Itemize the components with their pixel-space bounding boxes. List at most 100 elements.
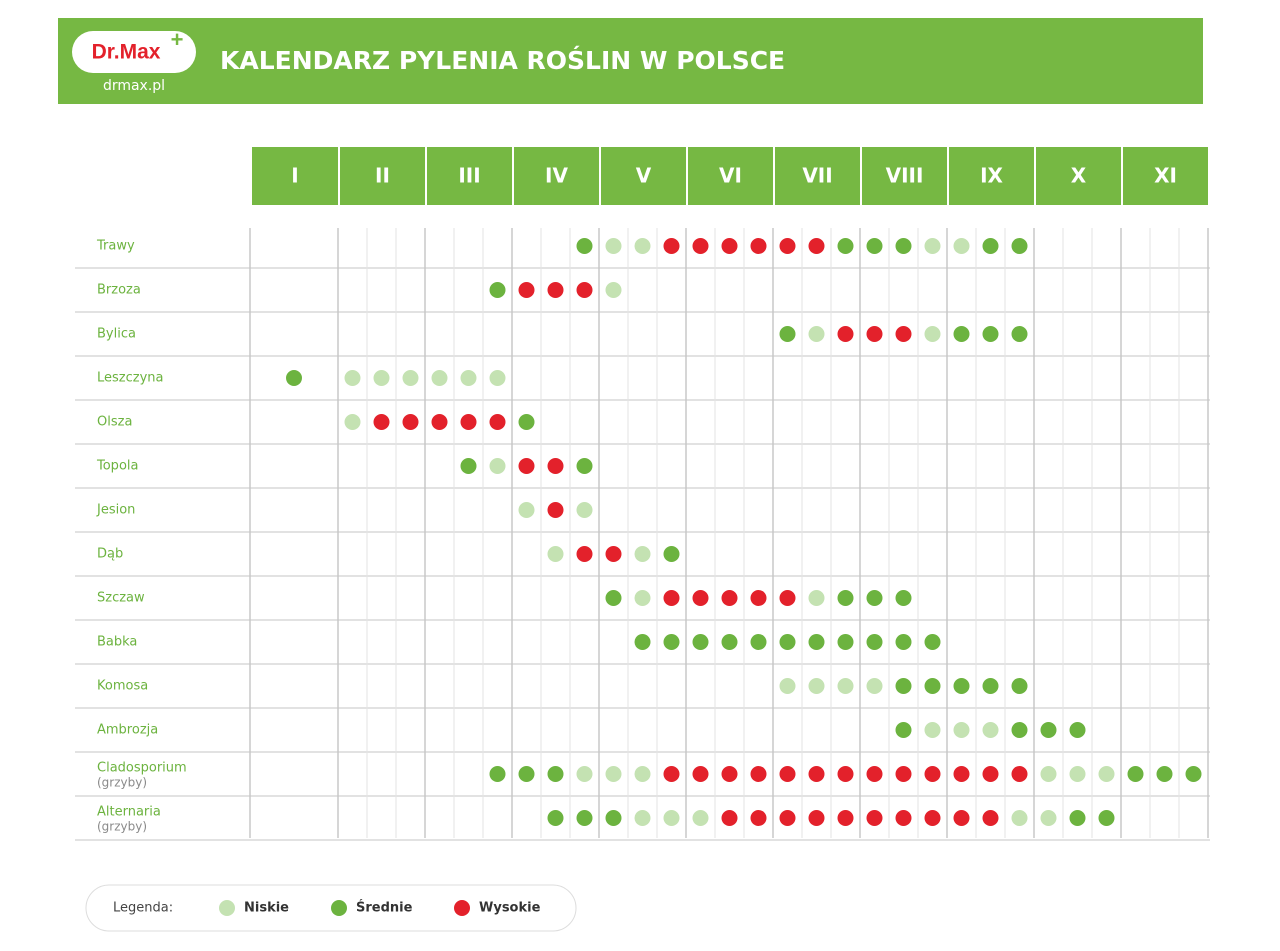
- pollen-dot: [808, 766, 825, 782]
- pollen-dot: [547, 458, 564, 474]
- pollen-dot: [895, 810, 912, 826]
- pollen-dot: [779, 238, 796, 254]
- month-header: [775, 147, 860, 205]
- pollen-dot: [576, 766, 593, 782]
- logo-pill: [72, 31, 196, 73]
- pollen-dot: [1011, 766, 1028, 782]
- pollen-dot: [634, 810, 651, 826]
- pollen-dot: [1011, 722, 1028, 738]
- pollen-dot: [576, 810, 593, 826]
- header-bar: [58, 18, 1203, 104]
- pollen-dot: [924, 326, 941, 342]
- pollen-dot: [547, 282, 564, 298]
- legend-label: Średnie: [356, 900, 413, 916]
- pollen-dot: [895, 678, 912, 694]
- logo-text: Dr.Max: [92, 41, 161, 64]
- pollen-dot: [663, 546, 680, 562]
- pollen-dot: [489, 282, 506, 298]
- row-note: (grzyby): [97, 820, 147, 834]
- pollen-dot: [895, 634, 912, 650]
- row-label: Dąb: [97, 547, 123, 562]
- month-header: [1036, 147, 1121, 205]
- month-header: [862, 147, 947, 205]
- pollen-dot: [1127, 766, 1144, 782]
- pollen-dot: [866, 326, 883, 342]
- pollen-dot: [924, 810, 941, 826]
- pollen-dot: [808, 678, 825, 694]
- pollen-dot: [692, 766, 709, 782]
- pollen-dot: [518, 766, 535, 782]
- pollen-dot: [605, 590, 622, 606]
- row-label: Babka: [97, 635, 137, 650]
- pollen-dot: [1011, 326, 1028, 342]
- pollen-dot: [692, 634, 709, 650]
- pollen-dot: [808, 326, 825, 342]
- pollen-dot: [663, 810, 680, 826]
- pollen-dot: [721, 810, 738, 826]
- pollen-dot: [547, 502, 564, 518]
- pollen-dot: [402, 370, 419, 386]
- pollen-dot: [605, 766, 622, 782]
- pollen-dot: [982, 678, 999, 694]
- row-label: Cladosporium: [97, 761, 187, 776]
- pollen-dot: [605, 810, 622, 826]
- pollen-dot: [634, 590, 651, 606]
- pollen-dot: [576, 458, 593, 474]
- pollen-dot: [1069, 766, 1086, 782]
- row-label: Bylica: [97, 327, 136, 342]
- pollen-dot: [692, 590, 709, 606]
- pollen-dot: [982, 766, 999, 782]
- pollen-dot: [1011, 678, 1028, 694]
- legend-dot: [331, 900, 347, 916]
- title: KALENDARZ PYLENIA ROŚLIN W POLSCE: [220, 45, 785, 75]
- pollen-dot: [779, 634, 796, 650]
- month-header: [514, 147, 599, 205]
- pollen-dot: [576, 238, 593, 254]
- pollen-dot: [837, 326, 854, 342]
- pollen-dot: [779, 766, 796, 782]
- pollen-dot: [1185, 766, 1202, 782]
- month-label: VII: [802, 164, 832, 188]
- pollen-dot: [750, 810, 767, 826]
- pollen-dot: [924, 238, 941, 254]
- pollen-dot: [837, 238, 854, 254]
- pollen-dot: [837, 590, 854, 606]
- pollen-dot: [953, 678, 970, 694]
- pollen-dot: [750, 766, 767, 782]
- pollen-dot: [663, 634, 680, 650]
- row-label: Szczaw: [97, 591, 145, 606]
- pollen-dot: [924, 766, 941, 782]
- logo-site: drmax.pl: [103, 78, 165, 94]
- pollen-dot: [750, 634, 767, 650]
- pollen-dot: [779, 678, 796, 694]
- pollen-dot: [518, 502, 535, 518]
- pollen-dot: [779, 810, 796, 826]
- month-header: [688, 147, 773, 205]
- pollen-dot: [895, 722, 912, 738]
- month-label: X: [1071, 164, 1087, 188]
- month-header: [601, 147, 686, 205]
- pollen-dot: [692, 810, 709, 826]
- month-label: III: [458, 164, 480, 188]
- month-header: [340, 147, 425, 205]
- pollen-dot: [663, 238, 680, 254]
- pollen-dot: [1040, 722, 1057, 738]
- pollen-dot: [1069, 810, 1086, 826]
- row-label: Brzoza: [97, 283, 141, 298]
- pollen-dot: [721, 238, 738, 254]
- pollen-dot: [518, 458, 535, 474]
- pollen-dot: [982, 722, 999, 738]
- row-label: Trawy: [96, 239, 135, 254]
- pollen-dot: [866, 634, 883, 650]
- pollen-dot: [953, 326, 970, 342]
- pollen-dot: [808, 634, 825, 650]
- pollen-dot: [837, 678, 854, 694]
- pollen-dot: [663, 766, 680, 782]
- pollen-dot: [605, 238, 622, 254]
- pollen-dot: [1011, 810, 1028, 826]
- month-label: VIII: [886, 164, 924, 188]
- month-header: [252, 147, 338, 205]
- pollen-dot: [837, 766, 854, 782]
